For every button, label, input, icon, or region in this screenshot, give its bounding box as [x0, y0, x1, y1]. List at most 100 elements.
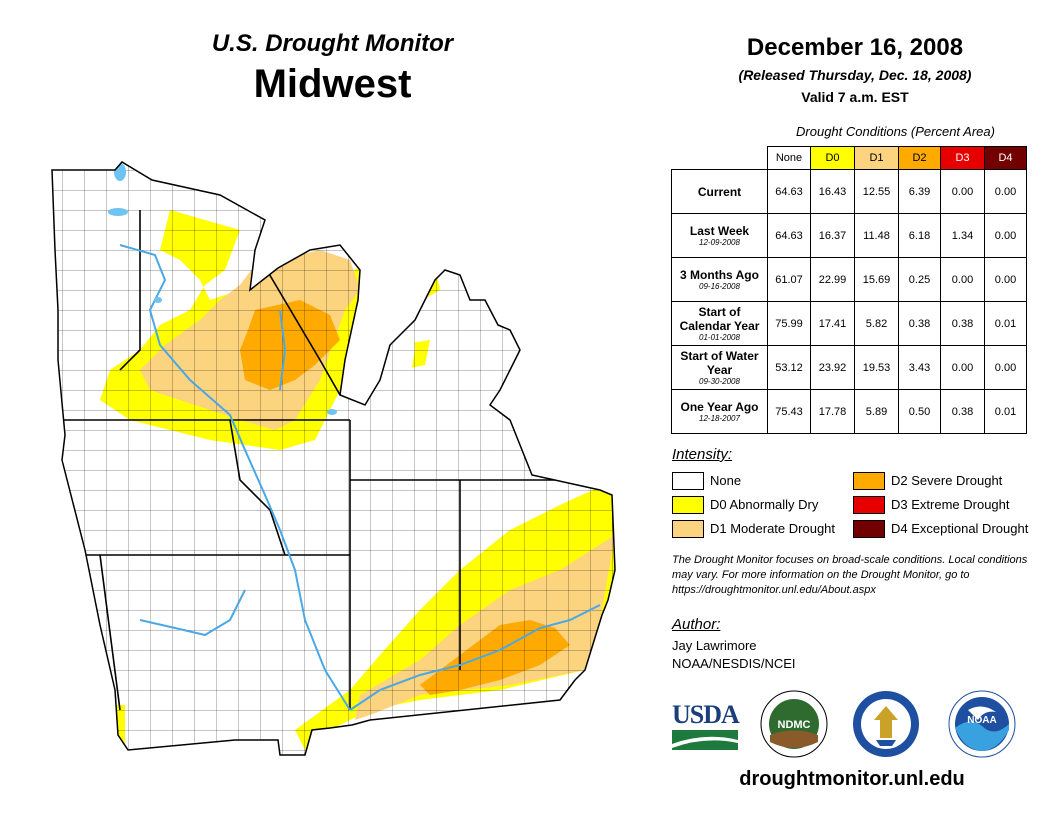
table-header-row: None D0 D1 D2 D3 D4: [672, 146, 1027, 170]
table-cell: 16.43: [810, 169, 855, 214]
release-date: (Released Thursday, Dec. 18, 2008): [738, 67, 972, 83]
legend-label-d3: D3 Extreme Drought: [891, 497, 1010, 512]
row-label-cell: One Year Ago 12-18-2007: [671, 389, 768, 434]
author-name: Jay Lawrimore: [672, 638, 757, 653]
table-cell: 0.00: [984, 213, 1027, 258]
row-label: Start of Water Year: [680, 349, 759, 377]
map-product-title: U.S. Drought Monitor: [211, 30, 454, 57]
drought-map: [51, 161, 616, 756]
table-cell: 75.43: [767, 389, 811, 434]
col-header-d1: D1: [854, 146, 899, 170]
noaa-logo: NOAA: [948, 690, 1016, 758]
table-cell: 23.92: [810, 345, 855, 390]
col-header-d2: D2: [898, 146, 941, 170]
table-cell: 0.00: [940, 169, 985, 214]
table-cell: 0.00: [940, 257, 985, 302]
legend-swatch-d2: [853, 472, 885, 490]
legend-swatch-d1: [672, 520, 704, 538]
row-label-cell: Start of Calendar Year 01-01-2008: [671, 301, 768, 346]
row-label: Start of Calendar Year: [679, 305, 760, 333]
table-cell: 17.78: [810, 389, 855, 434]
table-cell: 53.12: [767, 345, 811, 390]
row-label-cell: Current: [671, 169, 768, 214]
noaa-logo-text: NOAA: [967, 715, 996, 726]
table-caption: Drought Conditions (Percent Area): [796, 124, 995, 139]
table-row: Current 64.63 16.43 12.55 6.39 0.00 0.00: [671, 169, 1027, 214]
legend-swatch-d0: [672, 496, 704, 514]
row-label: One Year Ago: [680, 400, 759, 414]
usda-logo: USDA: [672, 700, 740, 750]
col-header-d4: D4: [984, 146, 1027, 170]
table-cell: 0.00: [984, 257, 1027, 302]
dept-of-commerce-seal-icon: [853, 691, 919, 757]
row-label: Current: [697, 184, 742, 199]
table-row: Start of Water Year 09-30-2008 53.12 23.92 1…: [671, 345, 1027, 390]
rivers: [119, 244, 601, 711]
table-cell: 0.38: [940, 389, 985, 434]
drought-stats-table: None D0 D1 D2 D3 D4 Current 64.63 16.43 12.…: [671, 146, 1027, 434]
row-date: 09-16-2008: [699, 282, 740, 291]
ndmc-logo: NDMC: [760, 690, 828, 758]
row-date: 09-30-2008: [699, 377, 740, 386]
table-cell: 22.99: [810, 257, 855, 302]
legend-label-d4: D4 Exceptional Drought: [891, 521, 1029, 536]
valid-time: Valid 7 a.m. EST: [801, 89, 909, 105]
table-cell: 6.18: [898, 213, 941, 258]
usda-field-icon: [672, 730, 738, 750]
map-date: December 16, 2008: [746, 34, 964, 61]
table-cell: 0.01: [984, 389, 1027, 434]
table-row: Start of Calendar Year 01-01-2008 75.99 17.…: [671, 301, 1027, 346]
col-header-none: None: [767, 146, 811, 170]
usda-logo-text: USDA: [672, 700, 740, 729]
disclaimer-note: The Drought Monitor focuses on broad-sca…: [672, 554, 1028, 596]
table-row: 3 Months Ago 09-16-2008 61.07 22.99 15.69 0.2…: [671, 257, 1027, 302]
table-cell: 3.43: [898, 345, 941, 390]
table-cell: 64.63: [767, 213, 811, 258]
legend-label-none: None: [710, 473, 742, 488]
table-cell: 75.99: [767, 301, 811, 346]
website-url[interactable]: droughtmonitor.unl.edu: [739, 768, 965, 790]
table-cell: 0.00: [940, 345, 985, 390]
legend-swatch-none: [672, 472, 704, 490]
table-cell: 0.00: [984, 345, 1027, 390]
legend-swatch-d4: [853, 520, 885, 538]
table-corner: [672, 147, 768, 170]
table-row: Last Week 12-09-2008 64.63 16.37 11.48 6.18 1.…: [671, 213, 1027, 258]
row-label-cell: 3 Months Ago 09-16-2008: [671, 257, 768, 302]
legend-title: Intensity:: [672, 446, 733, 463]
legend-label-d0: D0 Abnormally Dry: [710, 497, 819, 512]
table-cell: 15.69: [854, 257, 899, 302]
region-outline: [51, 161, 616, 756]
table-cell: 17.41: [810, 301, 855, 346]
row-label-cell: Last Week 12-09-2008: [671, 213, 768, 258]
row-date: 12-09-2008: [699, 238, 740, 247]
author-heading: Author:: [672, 616, 721, 633]
table-cell: 6.39: [898, 169, 941, 214]
row-date: 01-01-2008: [699, 333, 740, 342]
table-cell: 5.89: [854, 389, 899, 434]
table-cell: 11.48: [854, 213, 899, 258]
row-date: 12-18-2007: [699, 414, 740, 423]
author-org: NOAA/NESDIS/NCEI: [672, 656, 796, 671]
legend-label-d2: D2 Severe Drought: [891, 473, 1003, 488]
legend-swatch-d3: [853, 496, 885, 514]
row-label-cell: Start of Water Year 09-30-2008: [671, 345, 768, 390]
table-cell: 0.25: [898, 257, 941, 302]
table-cell: 0.01: [984, 301, 1027, 346]
table-cell: 0.50: [898, 389, 941, 434]
table-cell: 12.55: [854, 169, 899, 214]
table-cell: 19.53: [854, 345, 899, 390]
row-label: Last Week: [689, 224, 750, 238]
col-header-d0: D0: [810, 146, 855, 170]
table-cell: 0.38: [940, 301, 985, 346]
region-title: Midwest: [253, 62, 412, 106]
col-header-d3: D3: [940, 146, 985, 170]
table-cell: 0.00: [984, 169, 1027, 214]
table-cell: 64.63: [767, 169, 811, 214]
table-cell: 61.07: [767, 257, 811, 302]
ndmc-logo-text: NDMC: [778, 719, 811, 731]
table-cell: 0.38: [898, 301, 941, 346]
table-cell: 5.82: [854, 301, 899, 346]
row-label: 3 Months Ago: [680, 268, 759, 282]
table-cell: 16.37: [810, 213, 855, 258]
